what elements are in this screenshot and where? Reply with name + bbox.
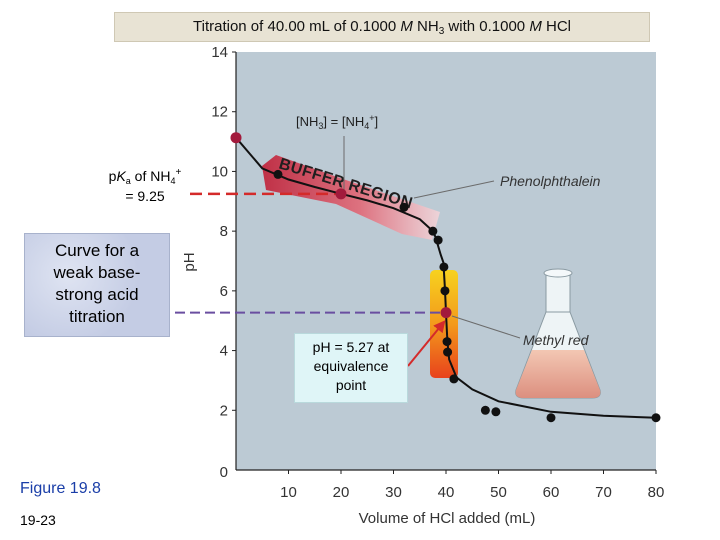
x-tick-label-50: 50 bbox=[490, 484, 507, 501]
x-tick-label-60: 60 bbox=[543, 484, 560, 501]
pka-p: p bbox=[108, 168, 117, 184]
data-marker bbox=[449, 374, 459, 384]
pka-nh4-sub: 4 bbox=[170, 176, 176, 186]
x-tick-label-10: 10 bbox=[280, 484, 297, 501]
data-marker bbox=[443, 347, 453, 357]
buffer-region-band bbox=[262, 155, 440, 240]
pka-label: pKa of NH4+ = 9.25 bbox=[100, 166, 190, 206]
title-part-0: Titration of 40.00 mL of 0.1000 bbox=[193, 18, 401, 35]
equivalence-line-2: equivalence bbox=[313, 358, 389, 374]
x-tick-label-70: 70 bbox=[595, 484, 612, 501]
x-tick-label-40: 40 bbox=[438, 484, 455, 501]
nh3-prefix: [NH bbox=[296, 114, 318, 129]
data-marker bbox=[399, 202, 409, 212]
highlight-marker bbox=[230, 132, 242, 144]
phenolphthalein-label: Phenolphthalein bbox=[500, 173, 601, 189]
data-marker bbox=[439, 262, 449, 272]
origin-label: 0 bbox=[220, 464, 228, 481]
flask-liquid bbox=[515, 350, 601, 398]
equivalence-line-3: point bbox=[335, 377, 367, 393]
y-tick-label-6: 6 bbox=[220, 283, 228, 300]
methyl-red-pointer bbox=[451, 315, 521, 339]
x-tick-labels: 10 20 30 40 50 60 70 80 bbox=[280, 470, 664, 501]
y-tick-labels: 2 4 6 8 10 12 14 bbox=[211, 44, 236, 419]
nh3-sub: 3 bbox=[318, 121, 323, 131]
nh4-sup: + bbox=[369, 113, 374, 123]
caption-line-2: weak base- bbox=[53, 263, 141, 282]
caption-line-3: strong acid bbox=[55, 285, 139, 304]
data-marker bbox=[273, 169, 283, 179]
nh4-sub: 4 bbox=[364, 121, 369, 131]
data-marker bbox=[546, 413, 556, 423]
data-marker bbox=[651, 413, 661, 423]
y-axis-label: pH bbox=[181, 252, 198, 271]
caption-box: Curve for a weak base- strong acid titra… bbox=[24, 233, 170, 337]
title-part-molar-1: M bbox=[400, 18, 413, 35]
pka-label-line2: = 9.25 bbox=[125, 188, 165, 204]
data-marker bbox=[480, 405, 490, 415]
pka-label-line1: pKa of NH4+ bbox=[100, 166, 190, 186]
x-tick-label-30: 30 bbox=[385, 484, 402, 501]
y-tick-label-12: 12 bbox=[211, 104, 228, 121]
caption-line-1: Curve for a bbox=[54, 241, 140, 260]
y-tick-label-10: 10 bbox=[211, 163, 228, 180]
curve-markers bbox=[230, 132, 661, 423]
x-tick-label-80: 80 bbox=[648, 484, 665, 501]
highlight-marker bbox=[335, 188, 347, 200]
pka-plus-sup: + bbox=[175, 167, 182, 178]
x-tick-label-20: 20 bbox=[333, 484, 350, 501]
flask-neck bbox=[545, 271, 571, 313]
figure-label: Figure 19.8 bbox=[20, 480, 101, 497]
erlenmeyer-flask bbox=[515, 268, 601, 399]
nh3-mid: ] = [NH bbox=[323, 114, 364, 129]
highlight-marker bbox=[440, 307, 452, 319]
nh3-equals-nh4-label: [NH3] = [NH4+] bbox=[296, 113, 378, 131]
pka-of-nh: of NH bbox=[130, 168, 171, 184]
equivalence-line-1: pH = 5.27 at bbox=[312, 339, 390, 355]
phenolphthalein-pointer bbox=[413, 180, 495, 199]
data-marker bbox=[442, 337, 452, 347]
data-marker bbox=[440, 286, 450, 296]
equivalence-arrow bbox=[407, 320, 446, 367]
data-marker bbox=[491, 407, 501, 417]
title-part-molar-2: M bbox=[529, 18, 542, 35]
y-tick-label-4: 4 bbox=[220, 343, 228, 360]
y-tick-label-2: 2 bbox=[220, 402, 228, 419]
title-part-4: with 0.1000 bbox=[444, 18, 530, 35]
title-part-6: HCl bbox=[541, 18, 571, 35]
pka-k: K bbox=[116, 168, 126, 184]
page-number: 19-23 bbox=[20, 512, 56, 528]
nh4-suffix: ] bbox=[375, 114, 379, 129]
equivalence-point-box: pH = 5.27 at equivalence point bbox=[294, 333, 408, 403]
x-axis-label: Volume of HCl added (mL) bbox=[359, 510, 536, 527]
data-marker bbox=[428, 226, 438, 236]
y-tick-label-8: 8 bbox=[220, 223, 228, 240]
caption-line-4: titration bbox=[69, 307, 125, 326]
y-tick-label-14: 14 bbox=[211, 44, 228, 61]
flask-rim bbox=[543, 268, 573, 278]
title-part-2: NH bbox=[412, 18, 439, 35]
pka-a-sub: a bbox=[125, 176, 131, 186]
slide-title: Titration of 40.00 mL of 0.1000 M NH3 wi… bbox=[114, 12, 650, 42]
title-part-sub3: 3 bbox=[438, 26, 445, 37]
data-marker bbox=[433, 235, 443, 245]
methyl-red-label: Methyl red bbox=[523, 332, 590, 348]
